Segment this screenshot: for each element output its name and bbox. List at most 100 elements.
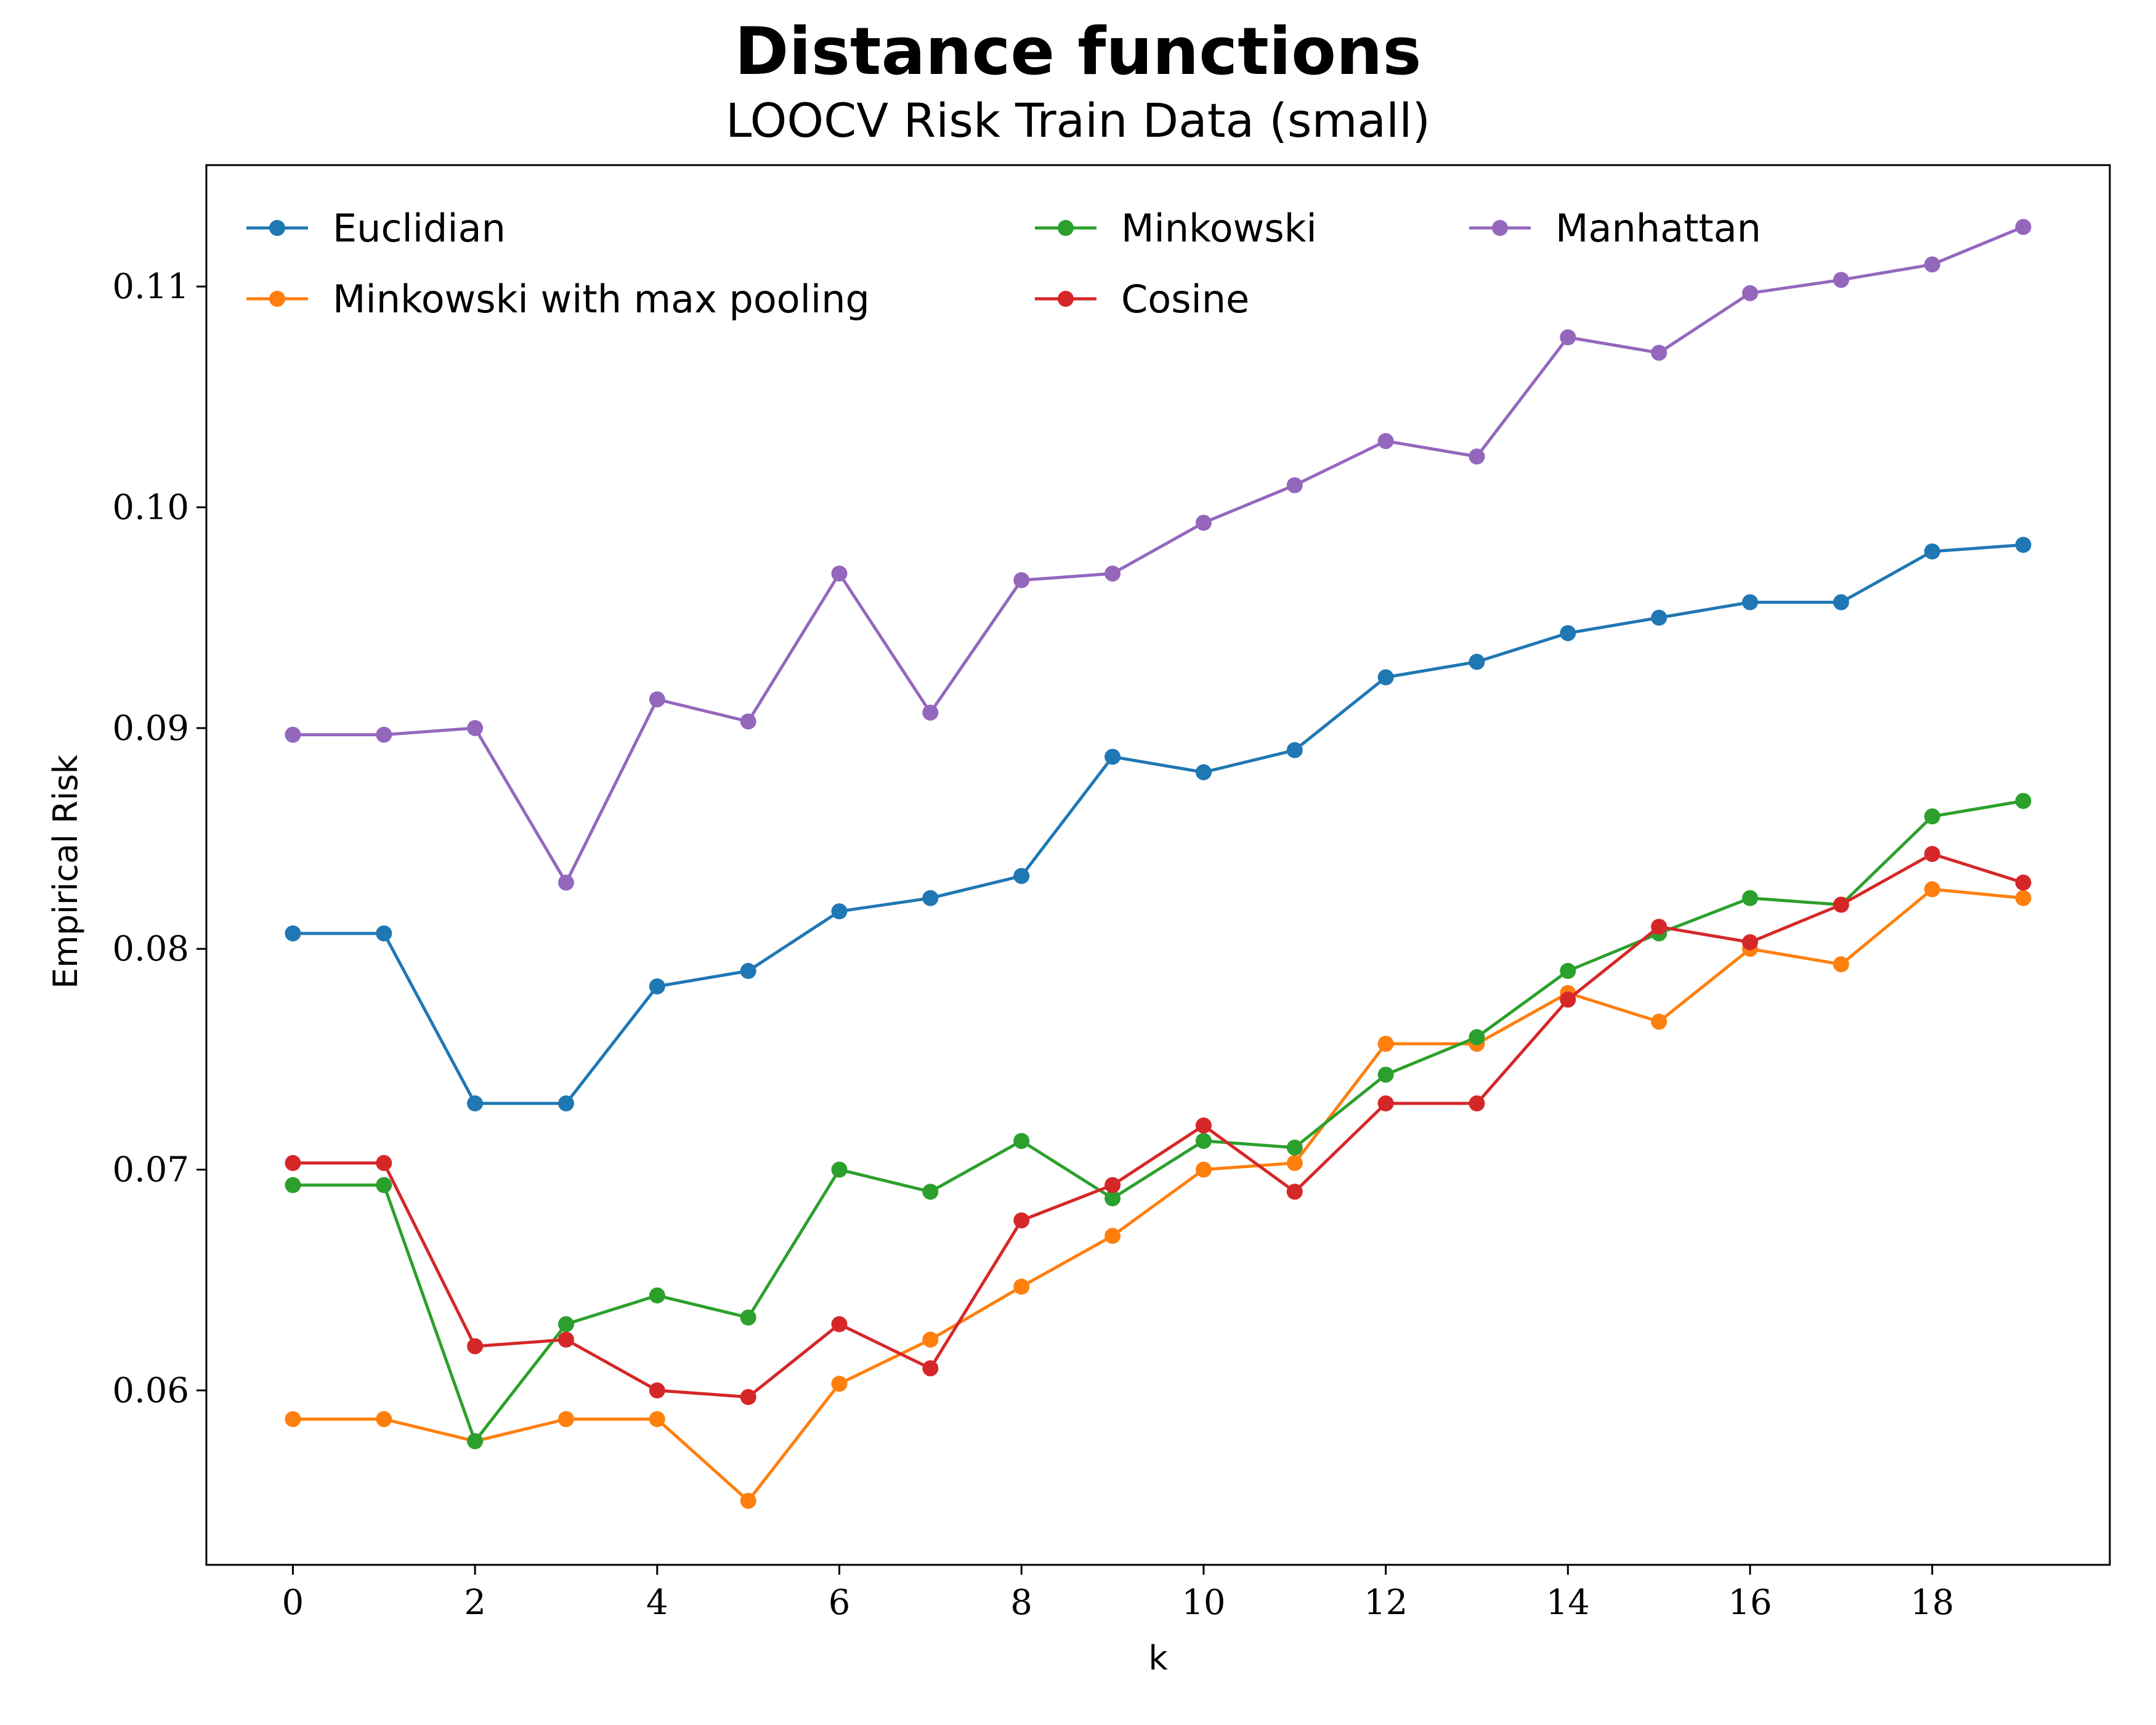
- data-point-minkowski-with-max-pooling: [649, 1411, 665, 1427]
- data-point-euclidian: [649, 978, 665, 995]
- data-point-euclidian: [922, 890, 939, 906]
- data-point-minkowski: [1286, 1139, 1303, 1156]
- data-point-euclidian: [1013, 867, 1030, 884]
- data-point-manhattan: [1742, 285, 1759, 301]
- x-tick-label: 0: [282, 1583, 304, 1623]
- data-point-minkowski: [1013, 1132, 1030, 1149]
- data-point-euclidian: [1742, 594, 1759, 611]
- x-tick-label: 2: [464, 1583, 486, 1623]
- data-point-manhattan: [1833, 272, 1849, 288]
- plot-frame: [205, 164, 2111, 1566]
- data-point-euclidian: [1924, 543, 1940, 560]
- data-point-manhattan: [1104, 565, 1121, 582]
- data-point-minkowski-with-max-pooling: [376, 1411, 392, 1427]
- data-point-manhattan: [467, 720, 484, 736]
- data-point-minkowski-with-max-pooling: [1104, 1228, 1121, 1244]
- data-point-minkowski: [557, 1316, 574, 1333]
- data-point-manhattan: [1286, 477, 1303, 493]
- data-point-euclidian: [376, 925, 392, 942]
- legend-swatch-marker: [1058, 291, 1074, 307]
- data-point-euclidian: [831, 903, 848, 920]
- data-point-euclidian: [285, 925, 301, 942]
- data-point-minkowski: [1195, 1132, 1212, 1149]
- y-tick-label: 0.08: [112, 929, 189, 969]
- data-point-euclidian: [1377, 669, 1394, 686]
- data-point-cosine: [1286, 1183, 1303, 1200]
- data-point-cosine: [1651, 919, 1668, 935]
- data-point-cosine: [1013, 1212, 1030, 1228]
- data-point-euclidian: [740, 963, 756, 980]
- series-line-cosine: [293, 852, 2024, 1399]
- data-point-minkowski: [376, 1177, 392, 1193]
- data-point-minkowski-with-max-pooling: [1195, 1161, 1212, 1178]
- data-point-manhattan: [1013, 572, 1030, 588]
- x-tick-label: 4: [646, 1583, 668, 1623]
- chart-title: Distance functions: [735, 14, 1422, 89]
- data-point-euclidian: [1104, 749, 1121, 765]
- y-tick-label: 0.07: [112, 1150, 189, 1190]
- data-point-minkowski-with-max-pooling: [2015, 890, 2032, 906]
- data-point-manhattan: [922, 704, 939, 721]
- legend-entry-manhattan: Manhattan: [1469, 206, 1761, 251]
- legend-label: Minkowski: [1121, 206, 1317, 251]
- x-tick-label: 12: [1364, 1583, 1408, 1623]
- series-line-manhattan: [293, 225, 2024, 885]
- data-point-minkowski: [831, 1161, 848, 1178]
- data-point-manhattan: [557, 874, 574, 891]
- x-tick-label: 16: [1728, 1583, 1772, 1623]
- data-point-minkowski-with-max-pooling: [1833, 956, 1849, 973]
- data-point-minkowski: [1377, 1066, 1394, 1083]
- data-point-minkowski-with-max-pooling: [831, 1376, 848, 1392]
- data-point-cosine: [1469, 1095, 1485, 1112]
- y-axis-label: Empirical Risk: [46, 754, 85, 989]
- data-point-cosine: [1195, 1117, 1212, 1134]
- x-tick-label: 8: [1010, 1583, 1032, 1623]
- data-point-minkowski-with-max-pooling: [740, 1493, 756, 1509]
- data-point-manhattan: [1924, 256, 1940, 273]
- data-point-minkowski-with-max-pooling: [1924, 881, 1940, 898]
- data-point-minkowski-with-max-pooling: [1651, 1013, 1668, 1030]
- series-euclidian: [285, 537, 2032, 1112]
- data-point-manhattan: [376, 726, 392, 743]
- data-point-minkowski: [740, 1309, 756, 1326]
- legend-swatch-marker: [1492, 220, 1508, 236]
- data-point-euclidian: [2015, 537, 2032, 553]
- data-point-minkowski-with-max-pooling: [1286, 1155, 1303, 1171]
- data-point-cosine: [922, 1360, 939, 1377]
- data-point-minkowski-with-max-pooling: [285, 1411, 301, 1427]
- x-tick-label: 18: [1910, 1583, 1954, 1623]
- data-point-manhattan: [1651, 344, 1668, 361]
- data-point-cosine: [649, 1382, 665, 1398]
- y-tick-label: 0.06: [112, 1371, 189, 1411]
- data-point-minkowski: [1469, 1029, 1485, 1045]
- data-point-minkowski: [1924, 808, 1940, 825]
- ticks-layer: 0 2 4 6 8 10 12 14 16 18 0.06 0.07 0.08 0.09 0.10 0.11: [112, 267, 1954, 1623]
- legend-label: Minkowski with max pooling: [333, 277, 870, 322]
- data-point-manhattan: [1469, 448, 1485, 465]
- data-point-euclidian: [467, 1095, 484, 1112]
- series-cosine: [285, 846, 2032, 1405]
- x-tick-label: 14: [1546, 1583, 1590, 1623]
- data-point-manhattan: [831, 565, 848, 582]
- data-point-cosine: [831, 1316, 848, 1333]
- data-point-euclidian: [1833, 594, 1849, 611]
- data-point-minkowski: [2015, 793, 2032, 810]
- data-point-cosine: [1924, 846, 1940, 862]
- legend-label: Manhattan: [1555, 206, 1761, 251]
- data-point-cosine: [1377, 1095, 1394, 1112]
- data-point-minkowski: [285, 1177, 301, 1193]
- series-minkowski: [285, 793, 2032, 1450]
- data-point-manhattan: [1560, 329, 1576, 346]
- data-point-minkowski: [649, 1287, 665, 1304]
- chart-subtitle: LOOCV Risk Train Data (small): [726, 93, 1430, 148]
- data-point-euclidian: [1195, 764, 1212, 781]
- data-point-manhattan: [1377, 432, 1394, 449]
- x-tick-label: 10: [1181, 1583, 1225, 1623]
- data-point-cosine: [1560, 991, 1576, 1008]
- x-tick-label: 6: [829, 1583, 851, 1623]
- data-point-euclidian: [1469, 654, 1485, 670]
- data-point-manhattan: [2015, 219, 2032, 235]
- data-point-euclidian: [1286, 742, 1303, 758]
